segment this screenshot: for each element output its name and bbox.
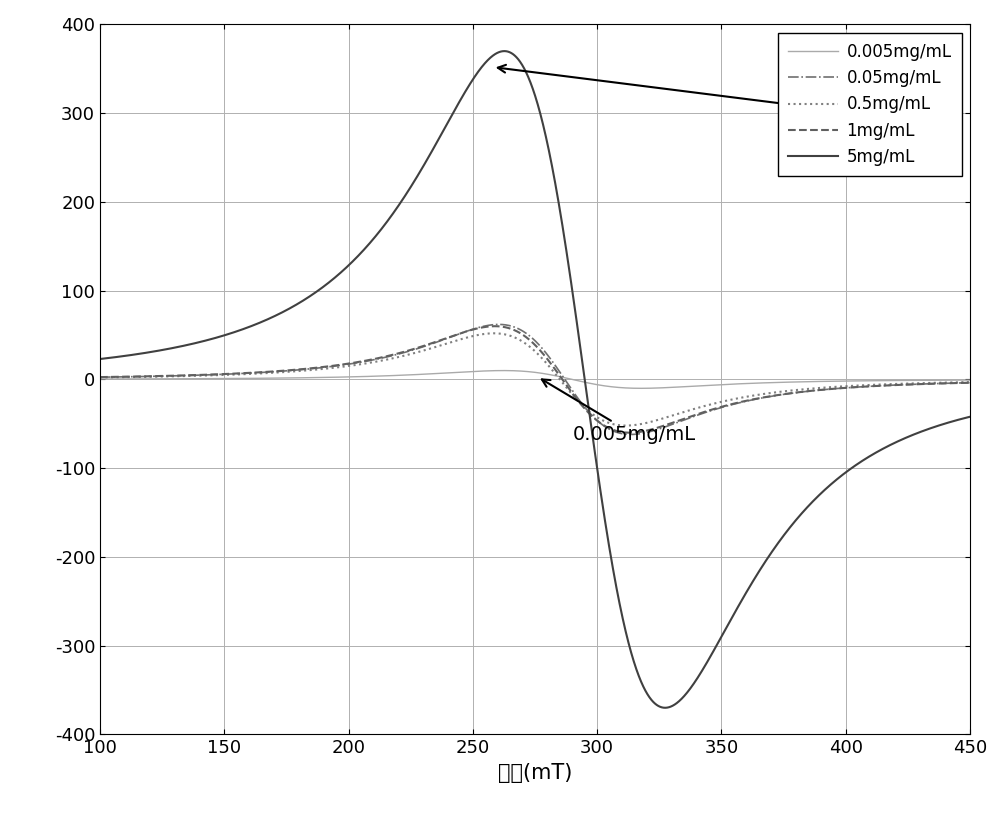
0.5mg/mL [488, 328, 500, 338]
0.05mg/mL [193, 370, 205, 380]
0.005mg/mL [94, 375, 106, 384]
0.05mg/mL [854, 382, 866, 392]
0.005mg/mL [854, 376, 866, 386]
0.5mg/mL [245, 369, 257, 379]
0.5mg/mL [428, 343, 440, 353]
0.05mg/mL [94, 372, 106, 382]
Line: 5mg/mL: 5mg/mL [100, 51, 970, 707]
5mg/mL [964, 412, 976, 422]
Legend: 0.005mg/mL, 0.05mg/mL, 0.5mg/mL, 1mg/mL, 5mg/mL: 0.005mg/mL, 0.05mg/mL, 0.5mg/mL, 1mg/mL,… [778, 33, 962, 176]
0.5mg/mL [465, 331, 477, 341]
5mg/mL [94, 354, 106, 364]
Line: 1mg/mL: 1mg/mL [100, 326, 970, 432]
1mg/mL [193, 370, 205, 380]
0.005mg/mL [964, 375, 976, 385]
Line: 0.005mg/mL: 0.005mg/mL [100, 370, 970, 388]
0.005mg/mL [245, 374, 257, 384]
5mg/mL [854, 458, 866, 468]
1mg/mL [854, 382, 866, 392]
5mg/mL [947, 416, 959, 426]
0.05mg/mL [625, 429, 637, 439]
Text: 5mg/mL: 5mg/mL [498, 64, 864, 118]
0.5mg/mL [620, 421, 632, 431]
0.005mg/mL [465, 366, 477, 376]
0.5mg/mL [854, 380, 866, 390]
1mg/mL [428, 338, 440, 348]
0.5mg/mL [94, 373, 106, 383]
5mg/mL [498, 47, 510, 56]
0.005mg/mL [635, 384, 647, 393]
0.005mg/mL [947, 375, 959, 385]
1mg/mL [964, 378, 976, 388]
5mg/mL [193, 337, 205, 347]
Line: 0.05mg/mL: 0.05mg/mL [100, 325, 970, 434]
0.5mg/mL [193, 370, 205, 380]
1mg/mL [624, 428, 636, 437]
1mg/mL [94, 372, 106, 382]
0.05mg/mL [947, 378, 959, 388]
0.005mg/mL [498, 366, 510, 375]
X-axis label: 磁场(mT): 磁场(mT) [498, 763, 572, 783]
Line: 0.5mg/mL: 0.5mg/mL [100, 333, 970, 426]
0.05mg/mL [964, 378, 976, 388]
0.005mg/mL [428, 369, 440, 379]
5mg/mL [465, 77, 477, 86]
0.05mg/mL [465, 325, 477, 335]
1mg/mL [947, 379, 959, 388]
Text: 0.005mg/mL: 0.005mg/mL [542, 379, 695, 444]
5mg/mL [659, 703, 671, 712]
1mg/mL [489, 322, 501, 331]
5mg/mL [428, 144, 440, 153]
0.05mg/mL [493, 320, 505, 330]
1mg/mL [465, 325, 477, 335]
5mg/mL [245, 322, 257, 331]
1mg/mL [245, 368, 257, 378]
0.5mg/mL [964, 377, 976, 387]
0.005mg/mL [193, 374, 205, 384]
0.05mg/mL [428, 339, 440, 348]
0.5mg/mL [947, 378, 959, 388]
0.05mg/mL [245, 368, 257, 378]
